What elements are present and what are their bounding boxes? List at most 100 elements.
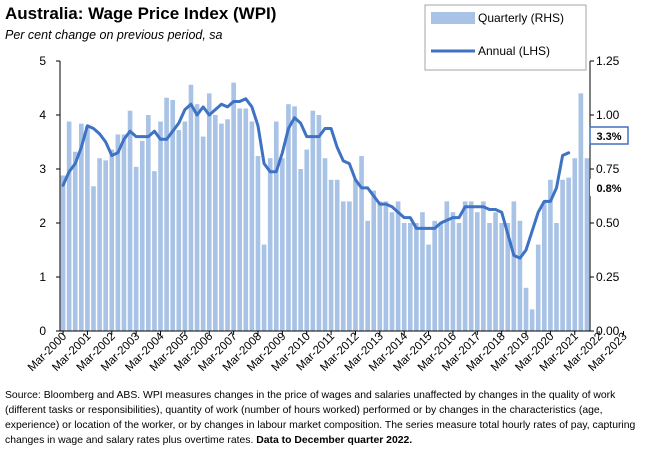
quarterly-bar [328, 179, 334, 331]
quarterly-bar [584, 158, 590, 331]
quarterly-bar [219, 123, 224, 331]
quarterly-bar [139, 140, 145, 331]
quarterly-bar [542, 201, 547, 331]
annual-line [61, 97, 571, 260]
quarterly-bar [176, 130, 182, 331]
quarterly-bar [127, 110, 133, 332]
quarterly-bar [249, 121, 255, 331]
quarterly-bar [578, 93, 584, 332]
right-tick-label: 1.25 [596, 54, 620, 68]
quarterly-bar [438, 223, 444, 331]
quarterly-bar [420, 212, 425, 331]
quarterly-bar [200, 136, 206, 331]
quarterly-bar [66, 121, 72, 331]
quarterly-bar [225, 119, 230, 331]
left-tick-label: 1 [39, 270, 46, 284]
quarterly-bar [468, 201, 474, 331]
quarterly-bar [158, 121, 163, 331]
quarterly-bar [152, 171, 157, 331]
quarterly-bar [566, 177, 571, 331]
quarterly-bar [243, 108, 249, 332]
right-tick-label: 1.00 [596, 108, 620, 122]
quarterly-bar [426, 244, 431, 331]
quarterly-bar [292, 106, 297, 331]
quarterly-bar [401, 223, 407, 331]
quarterly-bar [255, 156, 261, 331]
quarterly-callout-label: 0.8% [596, 183, 621, 195]
quarterly-bar [72, 151, 78, 331]
annual-callout-label: 3.3% [596, 131, 621, 143]
quarterly-bar [377, 201, 383, 331]
left-tick-label: 4 [39, 108, 46, 122]
chart-subtitle: Per cent change on previous period, sa [5, 28, 223, 42]
quarterly-bar [432, 220, 437, 331]
quarterly-bar [298, 169, 303, 331]
quarterly-bar [121, 134, 127, 331]
quarterly-bar [310, 110, 316, 332]
quarterly-bar [237, 108, 243, 332]
quarterly-bar [414, 223, 419, 331]
source-data-note: Data to December quarter 2022. [256, 435, 413, 446]
quarterly-bar [146, 115, 151, 331]
left-tick-label: 3 [39, 162, 46, 176]
quarterly-bar [85, 125, 90, 331]
quarterly-bar [60, 175, 66, 331]
legend-swatch-quarterly [431, 12, 475, 24]
quarterly-bar [462, 201, 468, 331]
quarterly-callout: 0.8% [590, 179, 628, 196]
right-tick-label: 0.25 [596, 270, 620, 284]
quarterly-bar [554, 223, 559, 331]
quarterly-bar [353, 179, 358, 331]
quarterly-bar [164, 97, 169, 331]
right-tick-label: 0.75 [596, 162, 620, 176]
left-tick-label: 2 [39, 216, 46, 230]
quarterly-bar [273, 121, 279, 331]
quarterly-bar [79, 123, 84, 331]
x-axis: Mar-2000Mar-2001Mar-2002Mar-2003Mar-2004… [26, 330, 630, 374]
quarterly-bar [188, 84, 194, 331]
quarterly-bar [505, 223, 511, 331]
quarterly-bar [261, 244, 267, 331]
quarterly-bar [523, 287, 529, 331]
quarterly-bar [395, 201, 401, 331]
quarterly-bar [481, 201, 486, 331]
quarterly-bar [213, 115, 218, 331]
quarterly-bar [499, 223, 504, 331]
legend: Quarterly (RHS) Annual (LHS) [424, 4, 587, 71]
quarterly-bar [322, 158, 328, 331]
quarterly-bar [371, 190, 377, 331]
quarterly-bar [334, 179, 340, 331]
quarterly-bar [487, 223, 492, 331]
quarterly-callout-box [590, 179, 628, 196]
quarterly-bar [316, 115, 322, 331]
quarterly-bars [60, 82, 590, 332]
quarterly-bar [231, 82, 236, 331]
quarterly-bar [103, 160, 108, 331]
annual-callout: 3.3% [589, 126, 629, 145]
quarterly-bar [572, 158, 578, 331]
quarterly-bar [115, 134, 121, 331]
legend-label-annual: Annual (LHS) [478, 44, 550, 58]
legend-label-quarterly: Quarterly (RHS) [478, 11, 564, 25]
quarterly-bar [280, 158, 285, 331]
quarterly-bar [365, 220, 370, 331]
quarterly-bar [97, 158, 102, 331]
right-axis: 0.00 0.25 0.50 0.75 1.00 1.25 [590, 54, 620, 338]
quarterly-bar [267, 158, 273, 331]
quarterly-bar [548, 179, 553, 331]
annual-callout-box [589, 126, 629, 145]
quarterly-bar [511, 201, 517, 331]
quarterly-bar [91, 186, 96, 331]
quarterly-bar [109, 149, 115, 331]
chart-title: Australia: Wage Price Index (WPI) [5, 4, 277, 23]
right-tick-label: 0.00 [596, 324, 620, 338]
quarterly-bar [407, 223, 413, 331]
quarterly-bar [286, 104, 291, 331]
quarterly-bar [206, 93, 212, 332]
quarterly-bar [182, 121, 188, 331]
quarterly-bar [560, 179, 565, 331]
quarterly-bar [493, 212, 498, 331]
quarterly-bar [194, 104, 200, 331]
quarterly-bar [389, 212, 395, 331]
left-tick-label: 5 [39, 54, 46, 68]
